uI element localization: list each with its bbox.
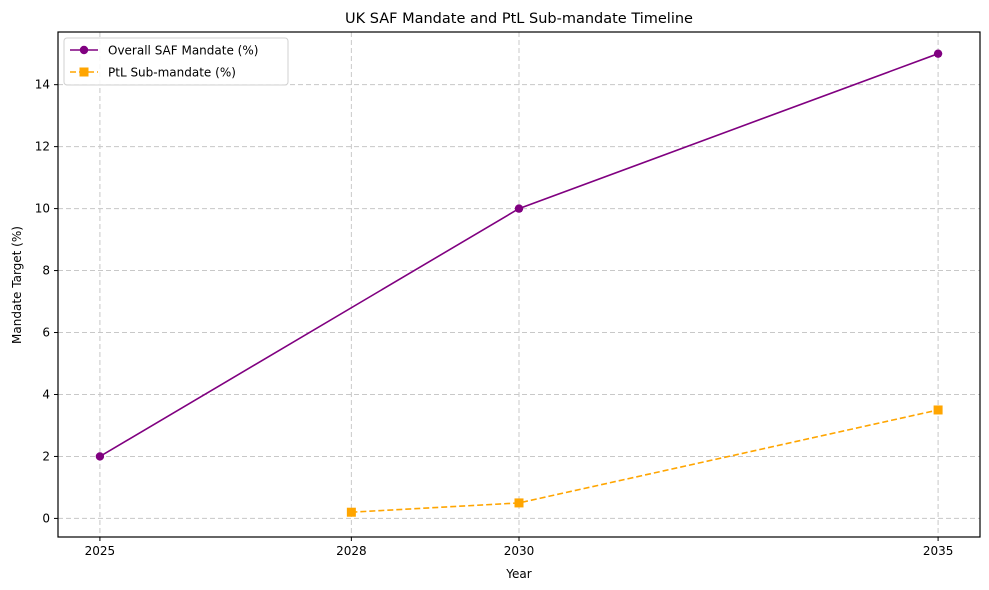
y-axis: 0 2 4 6 8 10 12 14 [35,78,58,525]
legend-label: PtL Sub-mandate (%) [108,66,236,80]
data-point [346,507,356,517]
x-axis-label: Year [505,567,531,581]
legend-marker-square [79,67,89,77]
chart-title: UK SAF Mandate and PtL Sub-mandate Timel… [345,11,693,27]
legend-label: Overall SAF Mandate (%) [108,44,258,58]
x-tick-label: 2028 [336,544,367,558]
data-point [933,49,943,58]
y-tick-label: 6 [42,326,50,340]
legend-marker-circle [79,45,89,55]
data-point [933,405,943,415]
y-tick-label: 12 [35,140,50,154]
legend-frame [63,37,289,86]
x-axis: 2025 2028 2030 2035 [85,537,954,558]
y-tick-label: 0 [42,511,50,525]
y-tick-label: 8 [42,264,50,278]
x-tick-label: 2030 [504,544,535,558]
data-point [514,498,524,508]
y-tick-label: 10 [35,202,50,216]
data-point [95,452,105,461]
series-1 [346,405,943,517]
x-tick-label: 2025 [85,544,116,558]
data-point [514,204,524,213]
series-layer [95,49,943,517]
y-axis-label: Mandate Target (%) [10,226,24,344]
y-tick-label: 4 [42,387,50,401]
legend: Overall SAF Mandate (%) PtL Sub-mandate (… [63,37,289,86]
x-tick-label: 2035 [923,544,954,558]
series-0 [95,49,943,461]
y-tick-label: 14 [35,78,50,92]
y-tick-label: 2 [42,449,50,463]
